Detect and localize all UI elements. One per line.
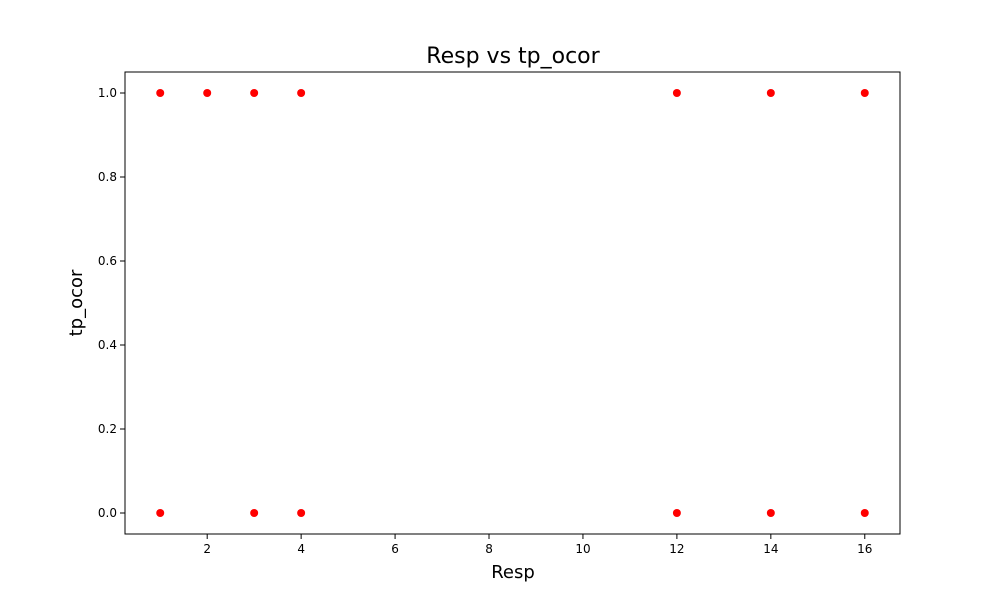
data-point [250,509,259,517]
x-tick-label: 12 [669,542,684,556]
x-tick-label: 6 [391,542,399,556]
y-tick-label: 1.0 [98,86,117,100]
data-point [672,509,681,517]
x-tick-label: 2 [203,542,211,556]
x-tick-label: 16 [857,542,872,556]
data-point [156,509,165,517]
y-tick-label: 0.0 [98,506,117,520]
data-point [203,89,212,97]
y-tick-label: 0.6 [98,254,117,268]
data-point [297,509,306,517]
data-point [766,509,775,517]
data-point [156,89,165,97]
data-point [672,89,681,97]
x-axis: 2 4 6 8 10 12 14 16 [203,534,872,556]
x-tick-label: 8 [485,542,493,556]
x-tick-label: 10 [575,542,590,556]
data-points [156,89,869,517]
data-point [250,89,259,97]
y-axis: 0.0 0.2 0.4 0.6 0.8 1.0 [98,86,125,520]
x-axis-label: Resp [491,562,535,583]
y-axis-label: tp_ocor [66,269,87,336]
y-tick-label: 0.8 [98,170,117,184]
y-tick-label: 0.2 [98,422,117,436]
chart-title: Resp vs tp_ocor [426,44,600,69]
y-tick-label: 0.4 [98,338,117,352]
data-point [766,89,775,97]
data-point [297,89,306,97]
x-tick-label: 4 [297,542,305,556]
plot-frame [124,71,901,535]
plot-area [124,71,901,535]
data-point [860,509,869,517]
x-tick-label: 14 [763,542,778,556]
data-point [860,89,869,97]
